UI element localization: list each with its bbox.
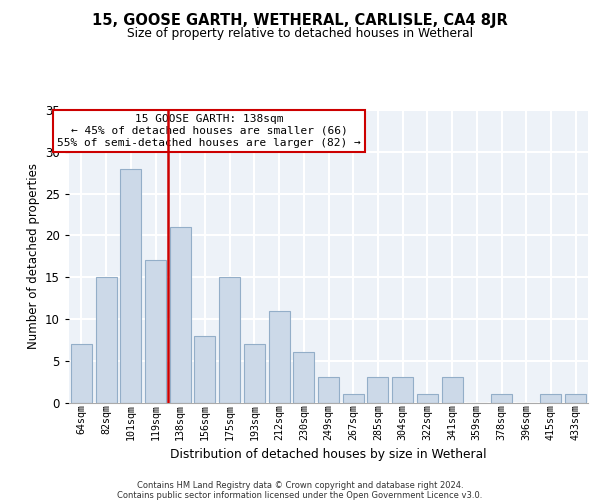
Bar <box>219 277 240 402</box>
Bar <box>244 344 265 403</box>
Text: 15 GOOSE GARTH: 138sqm
← 45% of detached houses are smaller (66)
55% of semi-det: 15 GOOSE GARTH: 138sqm ← 45% of detached… <box>57 114 361 148</box>
Bar <box>120 168 141 402</box>
Bar <box>145 260 166 402</box>
Bar <box>318 378 339 402</box>
Bar <box>71 344 92 403</box>
Text: Contains public sector information licensed under the Open Government Licence v3: Contains public sector information licen… <box>118 491 482 500</box>
Bar <box>442 378 463 402</box>
Bar <box>491 394 512 402</box>
Text: Contains HM Land Registry data © Crown copyright and database right 2024.: Contains HM Land Registry data © Crown c… <box>137 481 463 490</box>
Text: 15, GOOSE GARTH, WETHERAL, CARLISLE, CA4 8JR: 15, GOOSE GARTH, WETHERAL, CARLISLE, CA4… <box>92 12 508 28</box>
Bar <box>170 227 191 402</box>
Bar <box>95 277 116 402</box>
Bar <box>367 378 388 402</box>
Bar <box>269 310 290 402</box>
Y-axis label: Number of detached properties: Number of detached properties <box>26 163 40 349</box>
Bar <box>392 378 413 402</box>
Bar <box>293 352 314 403</box>
Bar <box>565 394 586 402</box>
Text: Size of property relative to detached houses in Wetheral: Size of property relative to detached ho… <box>127 28 473 40</box>
Bar <box>343 394 364 402</box>
Bar <box>417 394 438 402</box>
X-axis label: Distribution of detached houses by size in Wetheral: Distribution of detached houses by size … <box>170 448 487 461</box>
Bar <box>194 336 215 402</box>
Bar <box>541 394 562 402</box>
